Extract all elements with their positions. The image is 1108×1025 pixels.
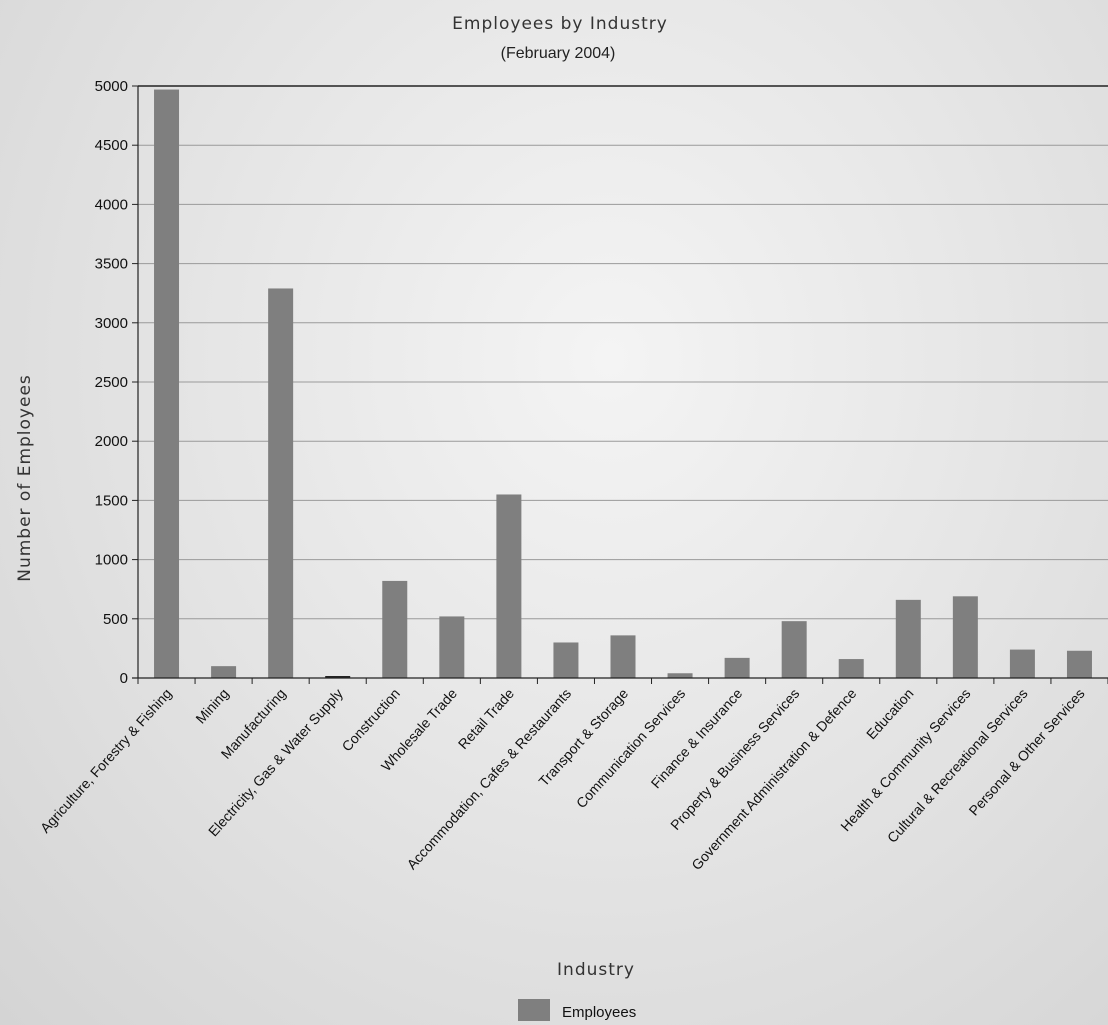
bar [382, 580, 408, 678]
bar [610, 635, 636, 678]
y-tick-label: 5000 [95, 78, 128, 95]
x-category-label: Mining [192, 685, 231, 726]
bar [154, 89, 180, 678]
gridlines [138, 85, 1108, 620]
y-axis-title: Number of Employees [15, 374, 35, 582]
legend-swatch [518, 999, 550, 1021]
x-category-labels: Agriculture, Forestry & Fishing MiningMan… [37, 685, 1088, 873]
chart-subtitle: (February 2004) [501, 45, 616, 62]
bar [781, 621, 807, 678]
chart-title: Employees by Industry [452, 14, 668, 34]
x-category-label: Construction [339, 685, 403, 754]
y-tick-label: 500 [103, 611, 128, 628]
bar [895, 599, 921, 678]
legend-label: Employees [562, 1004, 636, 1021]
bar [325, 676, 351, 678]
y-tick-labels: 0 500 1000 1500 2000 2500 3000 3500 4000 4500 5000 [95, 78, 128, 687]
x-category-label: Communication Services [573, 685, 689, 811]
bars [154, 89, 1092, 678]
x-category-label: Retail Trade [455, 685, 518, 752]
bar [439, 616, 465, 678]
y-tick-label: 0 [120, 670, 128, 687]
x-axis-title: Industry [557, 960, 635, 980]
y-tick-label: 4500 [95, 137, 128, 154]
y-tick-label: 2500 [95, 374, 128, 391]
y-tick-label: 1500 [95, 492, 128, 509]
bar [838, 659, 864, 678]
bar [667, 673, 693, 678]
bar [553, 642, 579, 678]
bar [1066, 650, 1092, 678]
bar [211, 666, 237, 678]
bar [1009, 649, 1035, 678]
x-category-label: Personal & Other Services [965, 685, 1087, 818]
x-category-label: Agriculture, Forestry & Fishing [37, 685, 175, 836]
bar [952, 596, 978, 678]
bar [268, 288, 294, 678]
bar [724, 657, 750, 678]
y-tick-label: 3500 [95, 256, 128, 273]
x-category-label: Education [863, 685, 917, 742]
y-tick-label: 1000 [95, 552, 128, 569]
y-tick-label: 3000 [95, 315, 128, 332]
y-tick-label: 2000 [95, 433, 128, 450]
bar [496, 494, 522, 678]
y-tick-label: 4000 [95, 196, 128, 213]
axes [132, 85, 1108, 684]
